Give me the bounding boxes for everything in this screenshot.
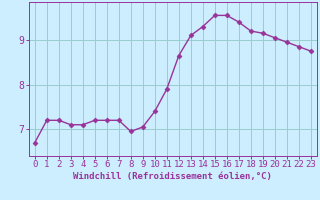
X-axis label: Windchill (Refroidissement éolien,°C): Windchill (Refroidissement éolien,°C) (73, 172, 272, 181)
